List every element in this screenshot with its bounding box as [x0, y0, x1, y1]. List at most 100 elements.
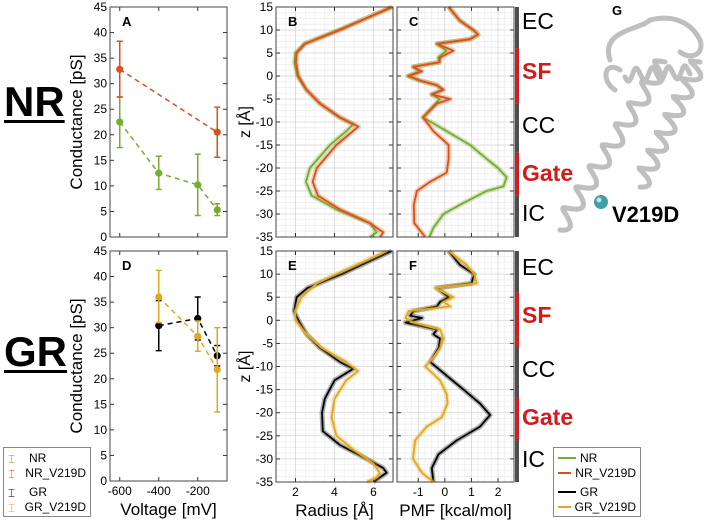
y-tick-label: 35 [94, 51, 108, 65]
y-tick-label: 5 [266, 290, 273, 304]
region-bar-gate [515, 152, 519, 196]
panel-a: 0 5 10 15 20 25 30 35 40 45 A Conductance [pS] [67, 0, 228, 244]
y-tick-label: 0 [100, 474, 107, 488]
panel-d: 0 5 10 15 20 25 30 35 40 45 -600 -400 -200 D Conductan… [67, 244, 228, 519]
data-point [194, 314, 202, 323]
region-bar-cc [515, 103, 519, 153]
region-label-ec-bottom: EC [522, 254, 554, 280]
y-tick-label: 35 [94, 295, 108, 309]
data-point [155, 322, 163, 330]
panel-letter: B [288, 14, 297, 29]
sphere-highlight [596, 197, 602, 203]
y-axis-label: z [Å] [235, 106, 254, 138]
errorbar-marker-icon: ⌶ [8, 485, 16, 500]
helix-ribbon [636, 58, 704, 190]
data-point [213, 365, 221, 374]
line-swatch-icon [558, 456, 576, 459]
legend-profiles: NR NR_V219D GR GR_V219D [553, 447, 641, 517]
axes-frame [396, 250, 515, 483]
legend-entry-gr: GR [558, 484, 636, 499]
x-tick-label: -600 [108, 484, 132, 498]
y-tick-label: 20 [94, 128, 108, 142]
legend-entry-nr-v219d: ⌶ NR_V219D [8, 465, 86, 481]
y-axis-label: Conductance [pS] [67, 298, 86, 433]
y-tick-label: -15 [256, 383, 274, 397]
axes-frame [275, 6, 394, 238]
axes-frame [275, 250, 394, 483]
y-tick-label: -20 [256, 406, 274, 420]
y-tick-label: 20 [94, 372, 108, 386]
y-tick-label: 10 [260, 23, 274, 37]
x-axis-label: Voltage [mV] [120, 500, 216, 519]
y-tick-label: 30 [94, 321, 108, 335]
x-tick-label: -400 [147, 484, 171, 498]
region-bar-cc [515, 348, 519, 398]
region-label-gate-bottom: Gate [522, 404, 574, 430]
y-tick-label: 5 [100, 448, 107, 462]
y-tick-label: -35 [256, 230, 274, 244]
gr-row-label: GR [4, 328, 67, 375]
y-tick-label: -10 [256, 360, 274, 374]
data-point [155, 293, 163, 301]
errorbar-marker-icon: ⌶ [8, 451, 16, 466]
helix-ribbon [557, 58, 668, 233]
data-point [213, 128, 221, 136]
y-tick-label: 45 [94, 244, 108, 258]
y-tick-label: 15 [260, 244, 274, 258]
x-tick-label: 0 [442, 485, 449, 499]
data-point [116, 65, 124, 73]
errorbar-marker-icon: ⌶ [8, 500, 16, 515]
region-bar-gate [515, 397, 519, 441]
y-tick-label: 5 [100, 204, 107, 218]
y-axis-label: Conductance [pS] [67, 54, 86, 189]
y-tick-label: 25 [94, 346, 108, 360]
mutation-sphere-icon [594, 195, 608, 209]
panel-letter: C [409, 14, 419, 29]
y-tick-label: -30 [256, 207, 274, 221]
y-tick-label: -25 [256, 184, 274, 198]
legend-entry-gr-v219d: GR_V219D [558, 499, 636, 514]
axes-frame [109, 6, 228, 238]
legend-label: GR [580, 484, 598, 499]
y-tick-label: 10 [94, 423, 108, 437]
series-line-gr_v219d [158, 296, 218, 370]
x-tick-label: 2 [495, 485, 502, 499]
region-label-ic-top: IC [522, 200, 545, 226]
y-tick-label: 10 [260, 267, 274, 281]
data-point [213, 206, 221, 214]
y-tick-label: 0 [266, 313, 273, 327]
legend-label: NR_V219D [575, 465, 636, 480]
legend-label: NR [580, 450, 598, 465]
mutation-label: V219D [612, 202, 680, 227]
x-axis-label: PMF [kcal/mol] [399, 501, 511, 520]
region-label-ic-bottom: IC [522, 446, 545, 472]
region-label-cc-bottom: CC [522, 356, 556, 382]
y-tick-label: -15 [256, 138, 274, 152]
legend-entry-gr: ⌶ GR [8, 484, 86, 500]
legend-label: GR_V219D [574, 499, 636, 514]
panel-b: -35 -30 -25 -20 -15 -10 -5 0 5 10 15 Bz [Å] [235, 0, 394, 244]
legend-entry-gr-v219d: ⌶ GR_V219D [8, 499, 86, 515]
region-label-cc-top: CC [522, 112, 556, 138]
y-tick-label: 15 [260, 0, 274, 14]
legend-entry-nr: ⌶ NR [8, 450, 86, 466]
region-bar-ic [515, 195, 519, 237]
y-tick-label: -5 [262, 336, 273, 350]
region-bar-ec [515, 7, 519, 49]
legend-entry-nr: NR [558, 450, 636, 465]
loop-ribbon [603, 15, 704, 93]
series-line-gr_v219d [294, 250, 387, 483]
legend-conductance: ⌶ NR ⌶ NR_V219D ⌶ GR ⌶ GR_V219D [3, 447, 91, 517]
y-tick-label: 15 [94, 153, 108, 167]
panel-c: C [396, 5, 515, 239]
y-tick-label: 45 [94, 0, 108, 14]
x-tick-label: -1 [413, 485, 424, 499]
protein-structure-icon [557, 15, 704, 233]
series-line-nr [119, 121, 218, 211]
y-tick-label: -20 [256, 161, 274, 175]
line-swatch-icon [558, 471, 572, 474]
legend-label: NR [29, 450, 47, 465]
legend-label: NR_V219D [25, 465, 86, 480]
region-bar-ic [515, 440, 519, 482]
